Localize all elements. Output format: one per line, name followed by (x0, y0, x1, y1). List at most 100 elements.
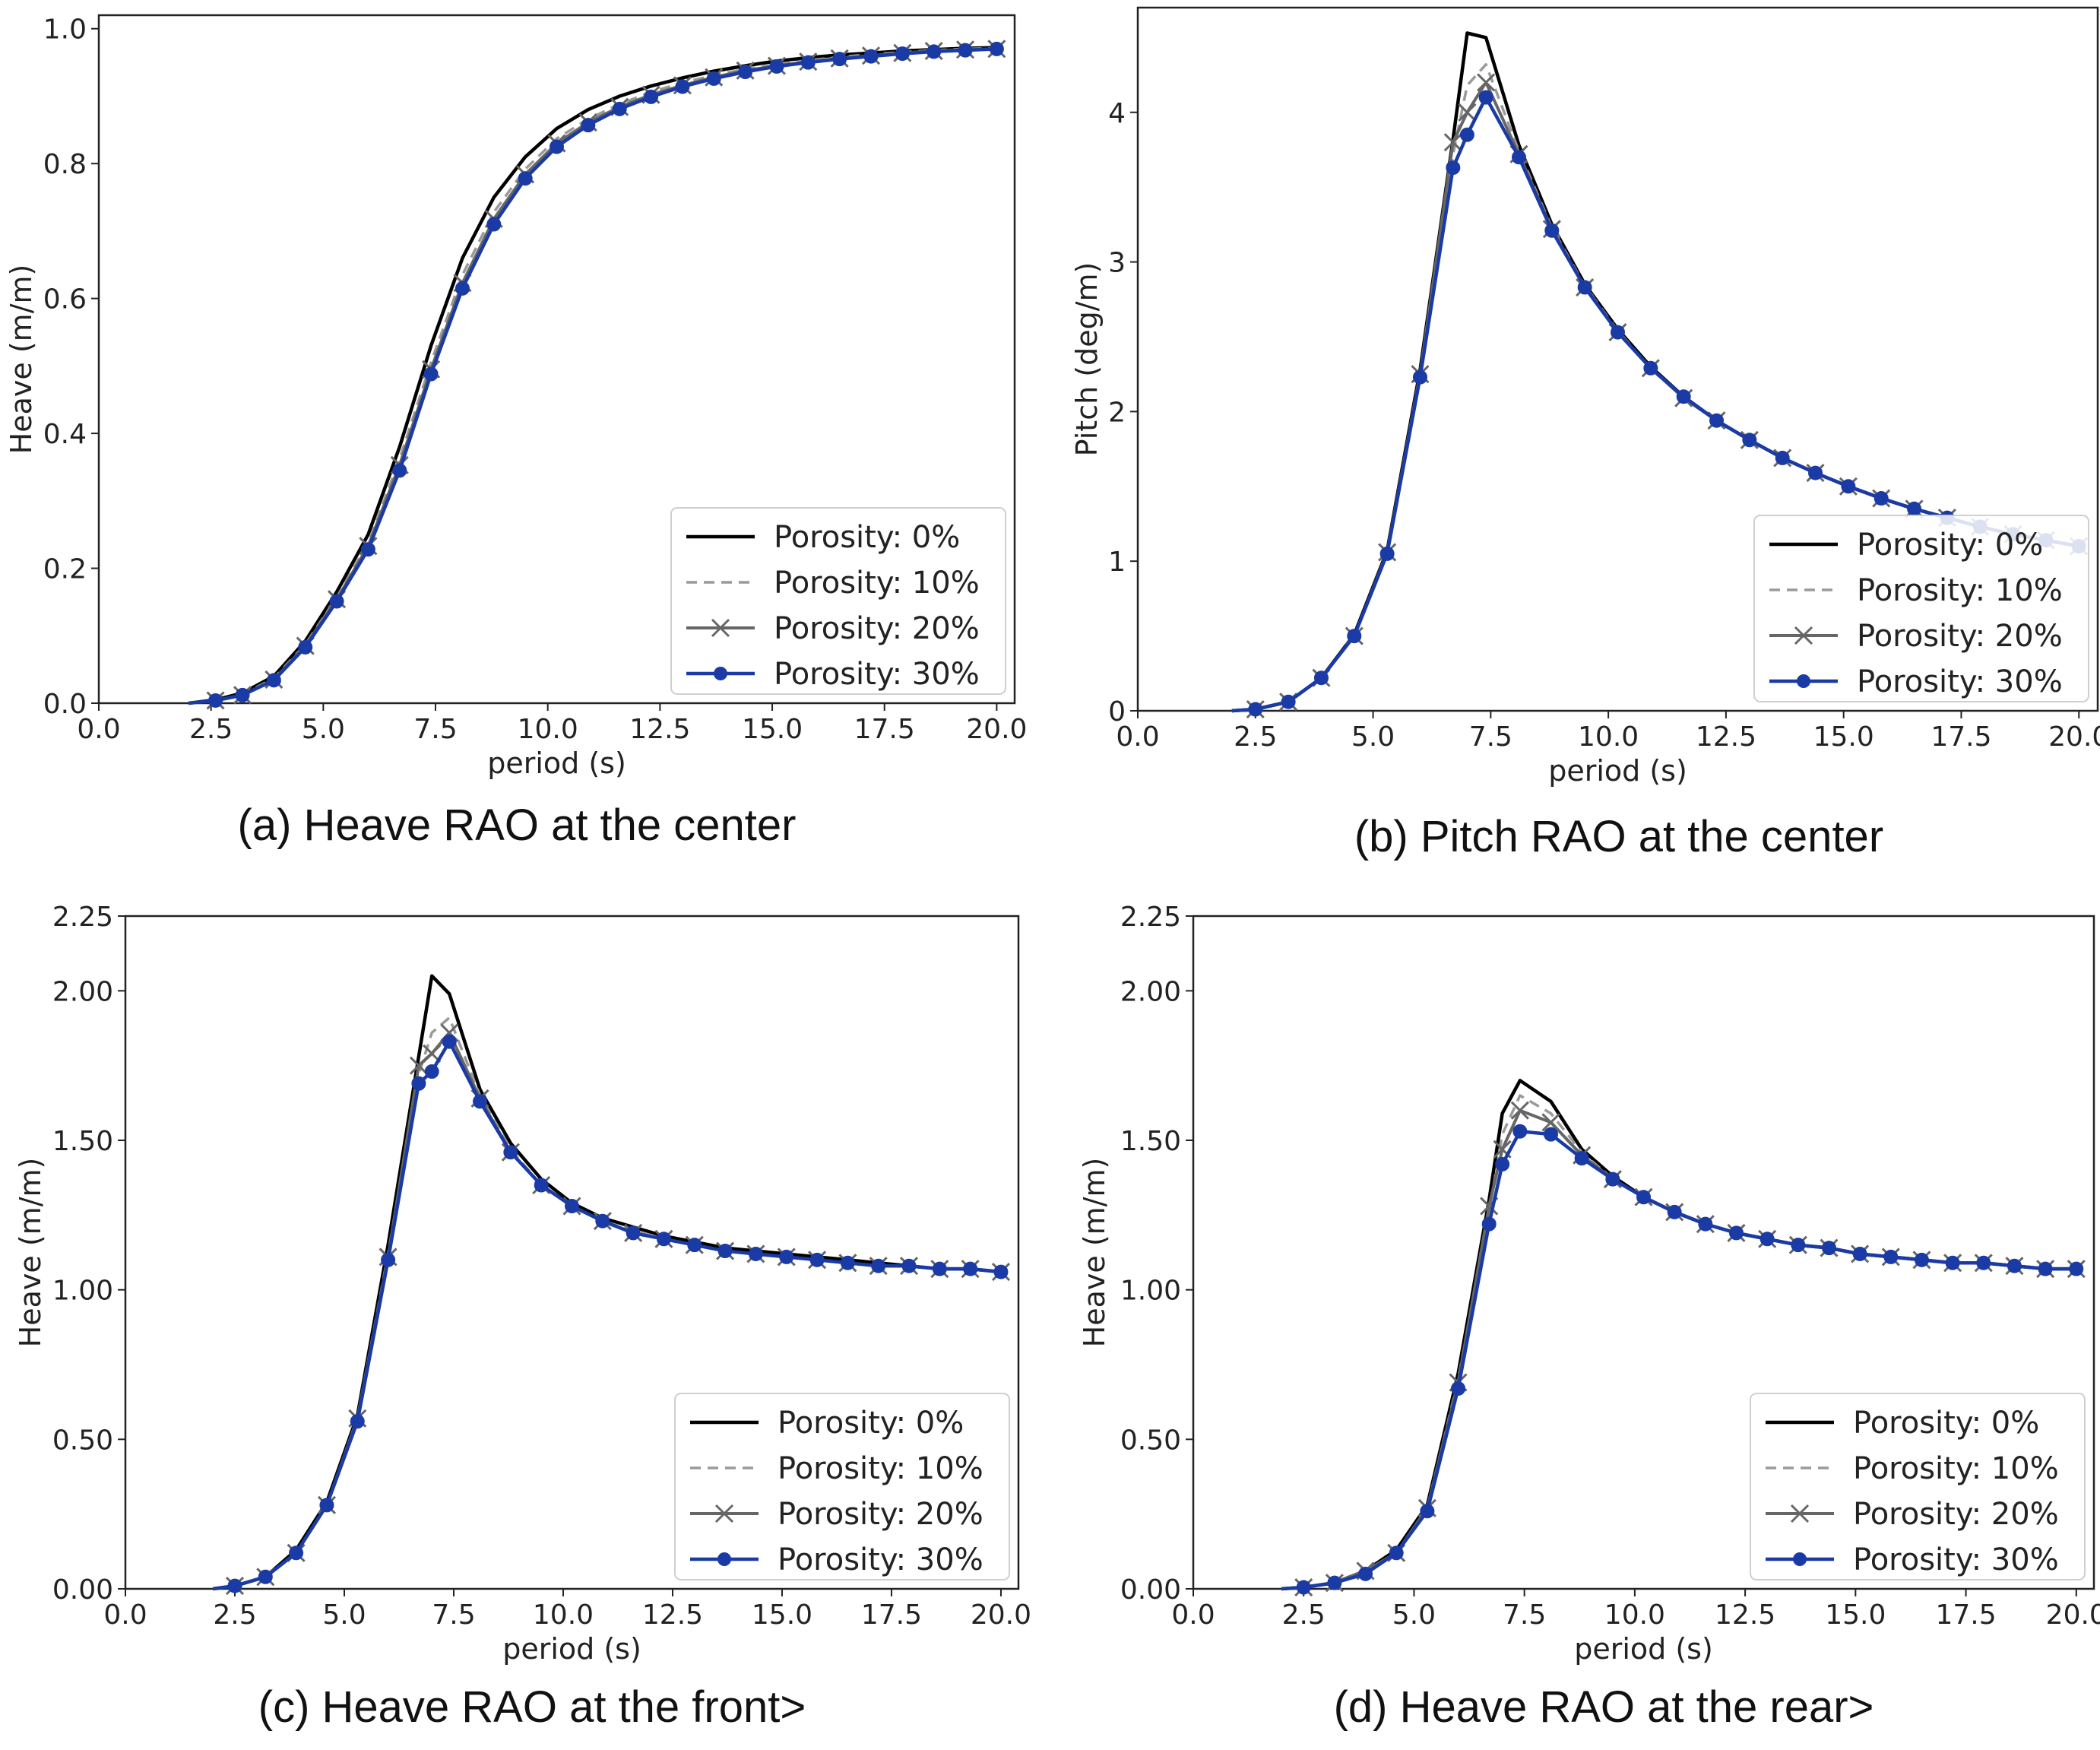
data-point (455, 281, 470, 296)
x-axis-label: period (s) (487, 747, 626, 780)
data-point (1791, 1238, 1806, 1253)
legend-box (674, 1393, 1010, 1580)
y-tick-label: 2.00 (52, 976, 113, 1007)
y-tick-label: 2.25 (1120, 902, 1181, 933)
chart-panel-4: 0.0 2.5 5.0 7.5 10.0 12.5 15.0 17.5 20.0 0.00 0.50… (1078, 902, 2100, 1732)
data-point (871, 1258, 886, 1273)
data-point (1281, 694, 1296, 709)
legend-box (670, 507, 1006, 695)
data-point (1605, 1171, 1620, 1187)
data-point (1481, 1216, 1497, 1232)
data-point (1728, 1225, 1744, 1241)
x-tick-label: 5.0 (302, 714, 345, 745)
legend-label: Porosity: 10% (778, 1451, 983, 1486)
data-point-x (1510, 1101, 1529, 1120)
panel-caption: (b) Pitch RAO at the center (1354, 812, 1883, 861)
data-point (644, 89, 659, 104)
data-point (581, 118, 596, 133)
y-axis-label: Heave (m/m) (14, 1158, 47, 1348)
data-point (1760, 1232, 1775, 1247)
data-point (2007, 1258, 2022, 1273)
series-line-3 (212, 1039, 1002, 1591)
legend-label: Porosity: 30% (774, 657, 980, 692)
data-point (550, 139, 564, 154)
x-tick-label: 5.0 (1392, 1599, 1436, 1631)
x-tick-label: 10.0 (533, 1599, 594, 1631)
y-tick-label: 0.00 (52, 1574, 113, 1606)
x-tick-label: 12.5 (642, 1599, 703, 1631)
data-point (1667, 1204, 1682, 1219)
data-point (612, 101, 627, 116)
data-point (1808, 465, 1823, 480)
x-tick-label: 5.0 (1351, 721, 1395, 753)
x-tick-label: 7.5 (432, 1599, 475, 1631)
data-point (675, 79, 690, 94)
data-point (227, 1578, 242, 1593)
data-point (840, 1255, 855, 1270)
legend-marker-x (714, 1504, 734, 1523)
x-tick-label: 0.0 (1116, 721, 1159, 753)
legend-label: Porosity: 0% (1853, 1406, 2039, 1441)
chart-panel-1: 0.0 2.5 5.0 7.5 10.0 12.5 15.0 17.5 20.0 0.0 0.2 0.… (5, 14, 1027, 850)
y-tick-label: 0.4 (43, 419, 87, 450)
series-line-3 (1281, 1129, 2076, 1591)
data-point (1420, 1504, 1435, 1519)
data-point (1574, 1151, 1589, 1166)
legend-label: Porosity: 20% (778, 1497, 983, 1532)
data-point (901, 1258, 917, 1273)
legend: Porosity: 0% Porosity: 10% Porosity: 20% Po… (1753, 515, 2089, 702)
data-point (1446, 160, 1461, 176)
y-tick-label: 0.2 (43, 554, 87, 585)
x-tick-label: 17.5 (1931, 721, 1991, 753)
x-tick-label: 20.0 (971, 1599, 1031, 1631)
data-point (1412, 369, 1427, 385)
legend-label: Porosity: 30% (1853, 1542, 2059, 1577)
x-tick-label: 5.0 (322, 1599, 366, 1631)
y-axis-label: Pitch (deg/m) (1070, 262, 1104, 457)
x-tick-label: 17.5 (1935, 1599, 1996, 1631)
data-point (1841, 479, 1856, 494)
data-point (1512, 1124, 1528, 1139)
data-point (503, 1145, 518, 1160)
x-tick-label: 0.0 (1171, 1599, 1215, 1631)
data-point (1742, 433, 1757, 448)
data-point (717, 1244, 733, 1259)
data-point (1821, 1241, 1836, 1256)
x-tick-label: 15.0 (1825, 1599, 1886, 1631)
data-point (1451, 1381, 1466, 1396)
legend: Porosity: 0% Porosity: 10% Porosity: 20% Po… (1750, 1393, 2086, 1580)
data-point (534, 1178, 549, 1193)
data-point (1495, 1156, 1510, 1171)
x-tick-label: 2.5 (213, 1599, 256, 1631)
data-point (1874, 491, 1889, 506)
panel-caption: (c) Heave RAO at the front> (258, 1682, 806, 1732)
data-point (1883, 1249, 1899, 1264)
data-point (687, 1238, 702, 1253)
y-tick-label: 1.50 (1120, 1126, 1181, 1157)
legend-label: Porosity: 20% (1853, 1497, 2059, 1532)
data-point (1676, 389, 1691, 404)
legend-marker-circle (1793, 1552, 1807, 1566)
data-point (235, 687, 250, 702)
data-point (895, 46, 910, 62)
x-axis-label: period (s) (1574, 1632, 1713, 1666)
data-point (423, 366, 439, 382)
chart-panel-2: 0.0 2.5 5.0 7.5 10.0 12.5 15.0 17.5 20.0 0 1 2 3 4 per… (1070, 6, 2100, 861)
x-tick-label: 0.0 (103, 1599, 147, 1631)
x-tick-label: 2.5 (1234, 721, 1277, 753)
y-tick-label: 1.00 (52, 1276, 113, 1307)
x-tick-label: 7.5 (1503, 1599, 1546, 1631)
data-point (1478, 90, 1493, 105)
data-point (411, 1076, 426, 1091)
data-point (1914, 1252, 1929, 1267)
x-tick-label: 15.0 (752, 1599, 812, 1631)
y-axis-label: Heave (m/m) (1078, 1158, 1111, 1348)
data-point (932, 1261, 947, 1276)
x-tick-label: 2.5 (1282, 1599, 1326, 1631)
x-tick-label: 20.0 (2046, 1599, 2100, 1631)
legend-box (1753, 515, 2089, 702)
data-point (748, 1246, 763, 1261)
data-point (1358, 1566, 1373, 1581)
x-tick-label: 20.0 (966, 714, 1027, 745)
x-axis-label: period (s) (502, 1632, 641, 1666)
